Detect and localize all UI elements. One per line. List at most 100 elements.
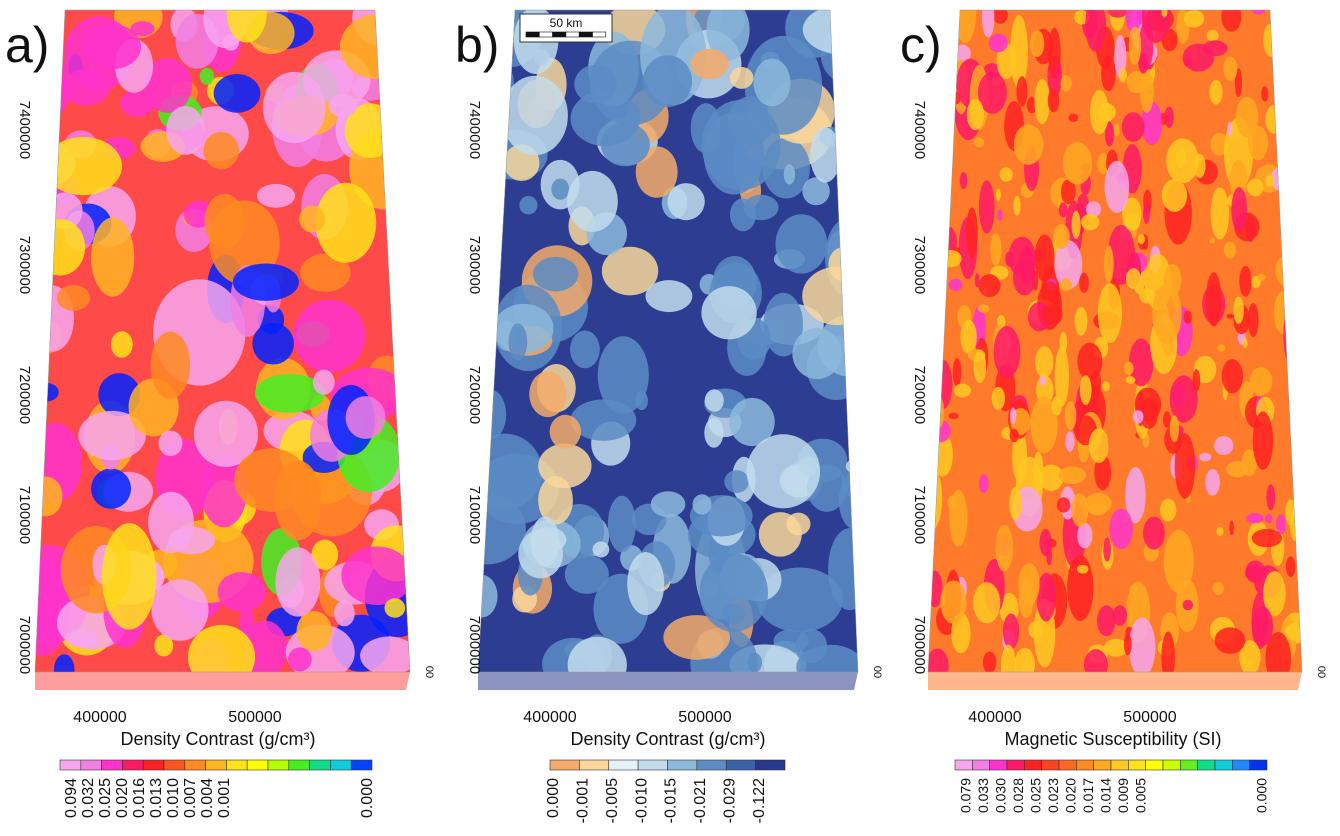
map-blob [1183, 600, 1194, 611]
colorbar-swatch [1024, 760, 1041, 770]
map-blob [1233, 297, 1244, 324]
map-blob [44, 137, 122, 195]
map-blob [102, 523, 156, 630]
colorbar-label: 0.005 [1133, 778, 1149, 813]
model-bottom-face [928, 672, 1302, 690]
map-blob [753, 59, 790, 107]
colorbar-label: 0.001 [216, 778, 233, 818]
map-blob [204, 194, 244, 248]
map-blob [1160, 499, 1176, 522]
colorbar-label: 0.017 [1080, 778, 1096, 813]
model-bottom-face [478, 672, 858, 690]
map-blob [111, 331, 133, 358]
colorbar-swatch [990, 760, 1007, 770]
colorbar-swatch [143, 760, 164, 770]
map-blob [1279, 140, 1295, 151]
map-blob [529, 371, 566, 417]
colorbar-swatch [668, 760, 697, 770]
map-blob [83, 24, 141, 69]
scale-bar-segment [539, 32, 552, 37]
colorbar-label: 0.000 [1254, 778, 1270, 813]
map-blob [645, 280, 692, 312]
scale-bar-label: 50 km [550, 16, 583, 30]
colorbar-swatch [226, 760, 247, 770]
panel: b)74000007300000720000071000007000000400… [447, 0, 890, 823]
map-blob [288, 647, 312, 671]
map-blob [297, 611, 332, 651]
y-tick-label: 7200000 [16, 366, 33, 424]
colorbar-swatch [310, 760, 331, 770]
colorbar-label: -0.015 [663, 778, 680, 823]
map-blob [992, 387, 1005, 410]
map-blob [983, 652, 996, 674]
map-blob [1068, 114, 1078, 122]
map-blob [940, 580, 966, 623]
colorbar-swatch [206, 760, 227, 770]
map-blob [574, 65, 616, 104]
x-tick-label: 500000 [1123, 709, 1176, 726]
map-blob [263, 72, 326, 143]
panel-letter: b) [455, 17, 499, 73]
map-blob [1081, 214, 1099, 230]
map-blob [1290, 508, 1305, 543]
map-blob [1288, 258, 1309, 281]
colorbar-swatch [351, 760, 372, 770]
depth-label: 00 [871, 666, 883, 678]
map-blob [1209, 238, 1215, 244]
map-blob [519, 196, 537, 215]
colorbar-swatch [1076, 760, 1093, 770]
map-blob [1114, 123, 1120, 136]
scale-bar-segment [526, 32, 539, 37]
map-blob [1227, 314, 1235, 319]
map-blob [1059, 278, 1072, 291]
map-blob [1248, 126, 1268, 161]
map-blob [1046, 544, 1052, 565]
map-blob [1285, 623, 1306, 641]
map-blob [1119, 68, 1127, 83]
colorbar-label: 0.030 [993, 778, 1009, 813]
panel: a)74000007300000720000071000007000000400… [5, 0, 435, 818]
map-blob [340, 14, 418, 79]
map-blob [1003, 614, 1019, 650]
y-tick-label: 7400000 [911, 101, 928, 159]
map-blob [973, 582, 1000, 623]
map-blob [1079, 273, 1089, 293]
map-blob [1010, 15, 1028, 88]
map-blob [775, 214, 827, 273]
map-blob [1202, 40, 1227, 56]
map-blob [786, 513, 810, 536]
map-blob [565, 555, 609, 594]
colorbar-label: -0.010 [633, 778, 650, 823]
map-blob [996, 525, 1013, 572]
map-blob [1063, 142, 1093, 185]
map-blob [949, 413, 959, 420]
map-blob [982, 0, 995, 37]
panel: c)74000007300000720000071000007000000400… [900, 0, 1327, 813]
map-blob [567, 171, 618, 232]
map-blob [967, 99, 984, 130]
map-blob [947, 62, 954, 80]
map-blob [1276, 514, 1286, 534]
depth-label: 00 [423, 666, 435, 678]
map-blob [234, 448, 308, 511]
map-blob [1257, 273, 1265, 281]
map-blob [293, 300, 365, 373]
model-map [6, 0, 431, 689]
map-blob [730, 67, 754, 89]
colorbar-swatch [1111, 760, 1128, 770]
map-blob [1010, 407, 1016, 423]
map-blob [1037, 573, 1056, 622]
map-blob [1034, 79, 1049, 125]
map-blob [1085, 0, 1106, 52]
map-blob [35, 219, 85, 276]
colorbar-label: 0.010 [165, 778, 182, 818]
map-blob [1138, 234, 1145, 244]
colorbar-swatch [268, 760, 289, 770]
map-blob [1124, 362, 1134, 375]
colorbar-label: 0.000 [359, 778, 376, 818]
map-blob [1010, 429, 1019, 442]
map-blob [313, 370, 335, 395]
map-blob [1207, 30, 1219, 42]
colorbar-title: Magnetic Susceptibility (SI) [1004, 729, 1221, 749]
map-blob [1071, 493, 1088, 527]
